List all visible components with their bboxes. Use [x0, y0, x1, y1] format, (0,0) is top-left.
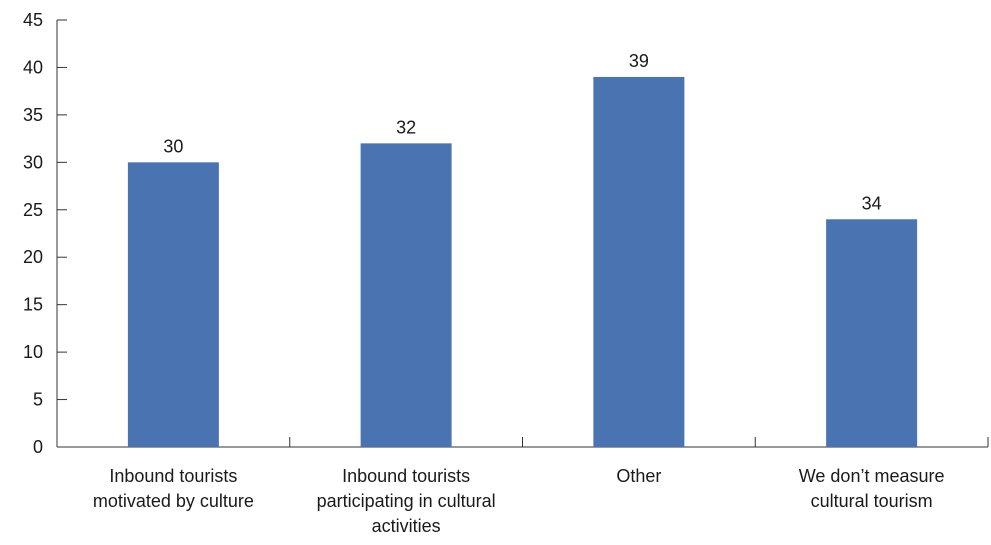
y-tick-label: 45 [23, 10, 43, 30]
category-label-line: Other [616, 466, 661, 486]
y-tick-label: 40 [23, 57, 43, 77]
y-tick-label: 20 [23, 247, 43, 267]
category-label-line: participating in cultural [317, 491, 496, 511]
data-label: 34 [862, 193, 882, 213]
data-label: 32 [396, 117, 416, 137]
y-tick-label: 10 [23, 342, 43, 362]
bar [360, 143, 452, 447]
y-tick-label: 15 [23, 295, 43, 315]
data-labels: 30 32 39 34 [163, 51, 881, 213]
category-label: Inbound tourists motivated by culture [93, 466, 254, 511]
category-label-line: Inbound tourists [342, 466, 470, 486]
y-tick-label: 35 [23, 105, 43, 125]
category-label-line: We don’t measure [799, 466, 945, 486]
category-label-line: motivated by culture [93, 491, 254, 511]
y-tick-label: 5 [33, 390, 43, 410]
category-label-line: Inbound tourists [109, 466, 237, 486]
data-label: 39 [629, 51, 649, 71]
y-tick-label: 0 [33, 437, 43, 457]
bar [826, 219, 918, 447]
bars [127, 76, 918, 448]
y-axis: 0 5 10 15 20 25 30 35 40 45 [23, 10, 67, 457]
category-labels: Inbound tourists motivated by cultureInbo… [93, 466, 945, 536]
category-label: Inbound tourists participating in cultura… [317, 466, 496, 536]
data-label: 30 [163, 136, 183, 156]
category-label: We don’t measure cultural tourism [799, 466, 945, 511]
category-label: Other [616, 466, 661, 486]
bar [127, 162, 219, 448]
category-label-line: cultural tourism [811, 491, 933, 511]
category-label-line: activities [372, 516, 441, 536]
y-tick-label: 25 [23, 200, 43, 220]
y-tick-label: 30 [23, 152, 43, 172]
bar [593, 76, 685, 447]
